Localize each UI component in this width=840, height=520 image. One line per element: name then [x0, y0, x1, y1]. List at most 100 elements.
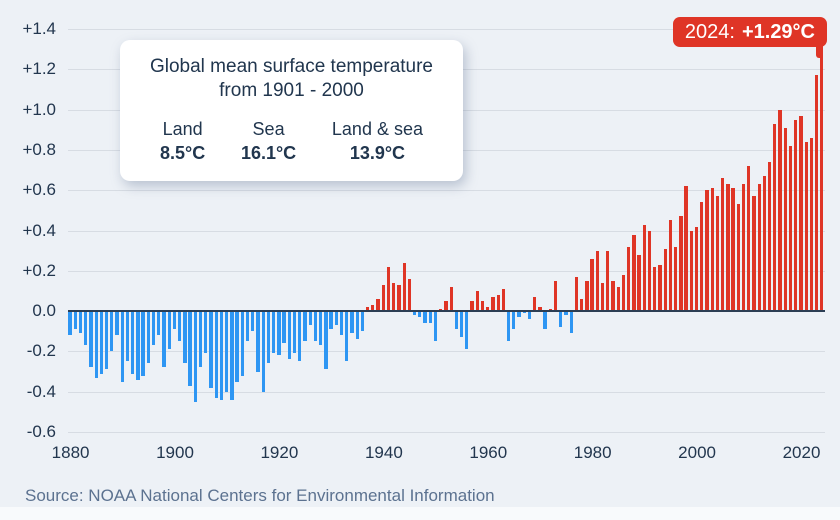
plot-area [68, 29, 825, 433]
x-axis-label-2020: 2020 [782, 443, 821, 462]
bar-1994 [663, 248, 667, 312]
bar-1924 [298, 311, 302, 362]
bar-1943 [397, 284, 401, 312]
bar-1936 [360, 311, 365, 332]
bar-2015 [773, 123, 777, 312]
bar-1997 [679, 216, 683, 312]
bar-1968 [527, 311, 532, 320]
bar-1988 [632, 234, 636, 312]
bar-2021 [804, 141, 808, 312]
bar-1973 [553, 280, 558, 312]
bar-1897 [157, 311, 161, 336]
x-axis-label-1900: 1900 [156, 443, 194, 462]
bar-1995 [668, 220, 673, 312]
bar-1933 [345, 311, 349, 362]
bar-1916 [256, 311, 260, 372]
x-axis-label-2000: 2000 [678, 443, 716, 462]
x-axis-label-1960: 1960 [469, 443, 508, 462]
bar-1899 [167, 311, 171, 350]
x-axis-label-1940: 1940 [364, 443, 403, 462]
gridline--0.4 [68, 391, 825, 393]
bar-2000 [694, 226, 699, 312]
bar-1912 [235, 311, 239, 382]
bar-2013 [762, 176, 767, 312]
bar-1892 [131, 311, 135, 374]
bar-2023 [814, 75, 819, 312]
bar-1999 [689, 230, 693, 312]
bar-1981 [595, 250, 599, 311]
stat-land-sea-value: 13.9°C [349, 143, 406, 163]
stat-land-sea-label: Land & sea [331, 119, 423, 139]
bar-1931 [334, 311, 338, 326]
bar-1937 [365, 307, 370, 312]
bar-1939 [376, 299, 380, 312]
bar-1989 [637, 254, 641, 312]
bar-1920 [277, 311, 281, 356]
stat-sea: Sea 16.1°C [241, 119, 296, 164]
bar-1941 [386, 266, 391, 312]
bar-1958 [475, 290, 479, 311]
stat-sea-value: 16.1°C [240, 143, 297, 163]
bar-1996 [674, 246, 678, 312]
bar-1992 [653, 266, 657, 312]
bar-1880 [68, 311, 72, 336]
gridline--0.2 [68, 351, 825, 353]
bar-1950 [433, 311, 438, 342]
stat-land: Land 8.5°C [160, 119, 205, 164]
bottom-strip [0, 507, 840, 520]
bar-1905 [198, 311, 203, 368]
bar-1911 [230, 311, 234, 400]
bar-1925 [303, 311, 307, 342]
bar-1983 [606, 250, 610, 311]
bar-1977 [574, 276, 579, 312]
bar-2005 [720, 178, 725, 312]
bar-1890 [120, 311, 124, 382]
info-card: Global mean surface temperature from 190… [120, 40, 463, 181]
bar-1895 [146, 311, 150, 364]
bar-1922 [287, 311, 291, 360]
bar-1966 [517, 311, 521, 318]
bar-1956 [465, 311, 469, 350]
bar-1982 [600, 282, 605, 312]
bar-1927 [313, 311, 318, 342]
bar-1900 [172, 311, 177, 330]
annotation-badge-2024: 2024: +1.29°C [672, 17, 827, 58]
bar-2014 [767, 162, 772, 312]
bar-1978 [580, 299, 584, 312]
bar-1987 [627, 246, 631, 312]
bar-1953 [449, 286, 453, 312]
bar-1984 [611, 280, 615, 312]
bar-1974 [559, 311, 563, 328]
bar-1907 [209, 311, 213, 388]
x-axis-label-1980: 1980 [573, 443, 612, 462]
bar-1904 [193, 311, 197, 402]
bar-1960 [486, 307, 490, 312]
bar-1929 [324, 311, 328, 370]
bar-1952 [444, 301, 448, 312]
bar-1906 [204, 311, 208, 354]
badge-year: 2024: [684, 20, 735, 43]
bar-1963 [501, 288, 506, 312]
bar-1948 [423, 311, 427, 324]
bar-1957 [470, 301, 474, 312]
bar-1945 [407, 278, 412, 312]
bar-2006 [726, 184, 730, 312]
bar-1894 [141, 311, 145, 376]
bar-1971 [543, 311, 547, 330]
y-axis-label--0.2: -0.2 [26, 341, 56, 361]
gridline-+0.6 [68, 190, 825, 192]
card-title: Global mean surface temperature from 190… [120, 55, 463, 103]
bar-1947 [418, 311, 422, 318]
y-axis-label-+0.4: +0.4 [22, 220, 56, 240]
bar-1923 [292, 311, 297, 354]
y-axis-label-+0.2: +0.2 [22, 260, 56, 280]
bar-1913 [240, 311, 244, 376]
bar-1902 [183, 311, 187, 364]
bar-1921 [282, 311, 286, 344]
bar-1969 [533, 297, 537, 312]
bar-1901 [178, 311, 182, 342]
bar-1882 [78, 311, 83, 334]
bar-2012 [757, 184, 761, 312]
y-axis-label-+0.6: +0.6 [22, 180, 56, 200]
zero-baseline [68, 310, 825, 313]
